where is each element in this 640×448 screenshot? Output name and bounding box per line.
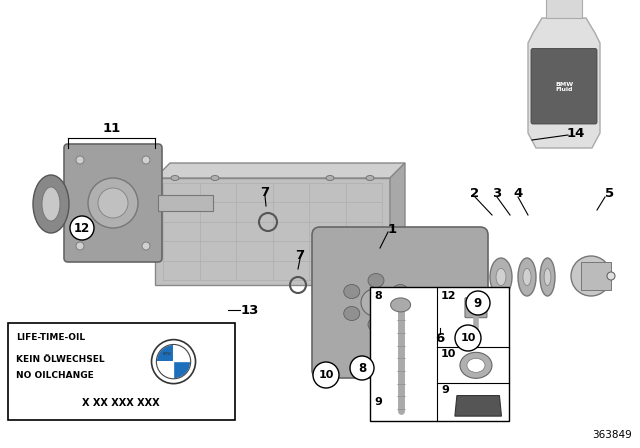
Text: 7: 7: [296, 249, 305, 262]
Text: 9: 9: [441, 385, 449, 396]
Ellipse shape: [368, 273, 384, 288]
Bar: [8, 323, 235, 420]
Text: BMW: BMW: [163, 352, 172, 356]
Ellipse shape: [344, 306, 360, 320]
Ellipse shape: [33, 175, 69, 233]
Text: 4: 4: [513, 186, 523, 199]
Text: 13: 13: [241, 303, 259, 316]
Text: 363849: 363849: [592, 430, 632, 440]
Wedge shape: [156, 345, 173, 362]
Text: 10: 10: [460, 333, 476, 343]
Circle shape: [350, 356, 374, 380]
Text: NO OILCHANGE: NO OILCHANGE: [15, 370, 93, 379]
Polygon shape: [390, 163, 405, 285]
Text: 9: 9: [374, 397, 382, 407]
Ellipse shape: [171, 176, 179, 181]
Ellipse shape: [518, 258, 536, 296]
FancyBboxPatch shape: [531, 48, 597, 124]
Ellipse shape: [392, 284, 408, 298]
Bar: [546, 0, 582, 18]
Text: 3: 3: [492, 186, 502, 199]
Text: 14: 14: [567, 126, 585, 139]
Ellipse shape: [496, 268, 506, 285]
Circle shape: [152, 340, 196, 383]
Bar: [408, 295, 488, 323]
Ellipse shape: [423, 327, 453, 357]
Ellipse shape: [366, 176, 374, 181]
Text: BMW
Fluid: BMW Fluid: [555, 82, 573, 92]
Wedge shape: [173, 345, 191, 362]
Text: 7: 7: [260, 185, 269, 198]
Ellipse shape: [142, 156, 150, 164]
Text: 10: 10: [318, 370, 333, 380]
Bar: [581, 262, 611, 290]
Ellipse shape: [571, 256, 611, 296]
Bar: [370, 287, 509, 421]
Ellipse shape: [392, 306, 408, 320]
Text: X XX XXX XXX: X XX XXX XXX: [83, 398, 160, 408]
Circle shape: [313, 362, 339, 388]
Text: 2: 2: [470, 186, 479, 199]
FancyBboxPatch shape: [64, 144, 162, 262]
Polygon shape: [155, 163, 405, 178]
Ellipse shape: [88, 178, 138, 228]
Ellipse shape: [490, 258, 512, 296]
Ellipse shape: [540, 258, 555, 296]
Ellipse shape: [430, 334, 446, 350]
Circle shape: [466, 291, 490, 315]
Wedge shape: [173, 362, 191, 379]
Ellipse shape: [460, 352, 492, 379]
Ellipse shape: [98, 188, 128, 218]
Text: 5: 5: [605, 186, 614, 199]
Ellipse shape: [483, 295, 493, 323]
Ellipse shape: [42, 187, 60, 221]
Polygon shape: [455, 396, 502, 416]
FancyBboxPatch shape: [465, 298, 487, 318]
Text: 12: 12: [441, 291, 456, 301]
Ellipse shape: [326, 176, 334, 181]
Ellipse shape: [523, 268, 531, 285]
Ellipse shape: [467, 358, 485, 372]
Text: 9: 9: [474, 297, 482, 310]
Text: KEIN ÖLWECHSEL: KEIN ÖLWECHSEL: [15, 354, 104, 364]
Ellipse shape: [76, 156, 84, 164]
Text: 12: 12: [74, 221, 90, 234]
Text: 1: 1: [387, 223, 397, 236]
Circle shape: [70, 216, 94, 240]
Bar: [158, 195, 213, 211]
Ellipse shape: [76, 242, 84, 250]
Ellipse shape: [544, 268, 551, 285]
Ellipse shape: [344, 284, 360, 298]
Ellipse shape: [368, 318, 384, 332]
Ellipse shape: [607, 272, 615, 280]
Circle shape: [455, 325, 481, 351]
Text: LIFE-TIME-OIL: LIFE-TIME-OIL: [15, 332, 85, 341]
Text: 10: 10: [441, 349, 456, 359]
Text: 6: 6: [435, 332, 445, 345]
Text: 8: 8: [358, 362, 366, 375]
Polygon shape: [155, 178, 390, 285]
Wedge shape: [156, 362, 173, 379]
Ellipse shape: [390, 298, 411, 312]
Polygon shape: [528, 18, 600, 148]
Ellipse shape: [142, 242, 150, 250]
FancyBboxPatch shape: [312, 227, 488, 378]
Text: 8: 8: [374, 291, 381, 301]
Text: 11: 11: [103, 121, 121, 134]
Ellipse shape: [211, 176, 219, 181]
Ellipse shape: [361, 289, 391, 316]
